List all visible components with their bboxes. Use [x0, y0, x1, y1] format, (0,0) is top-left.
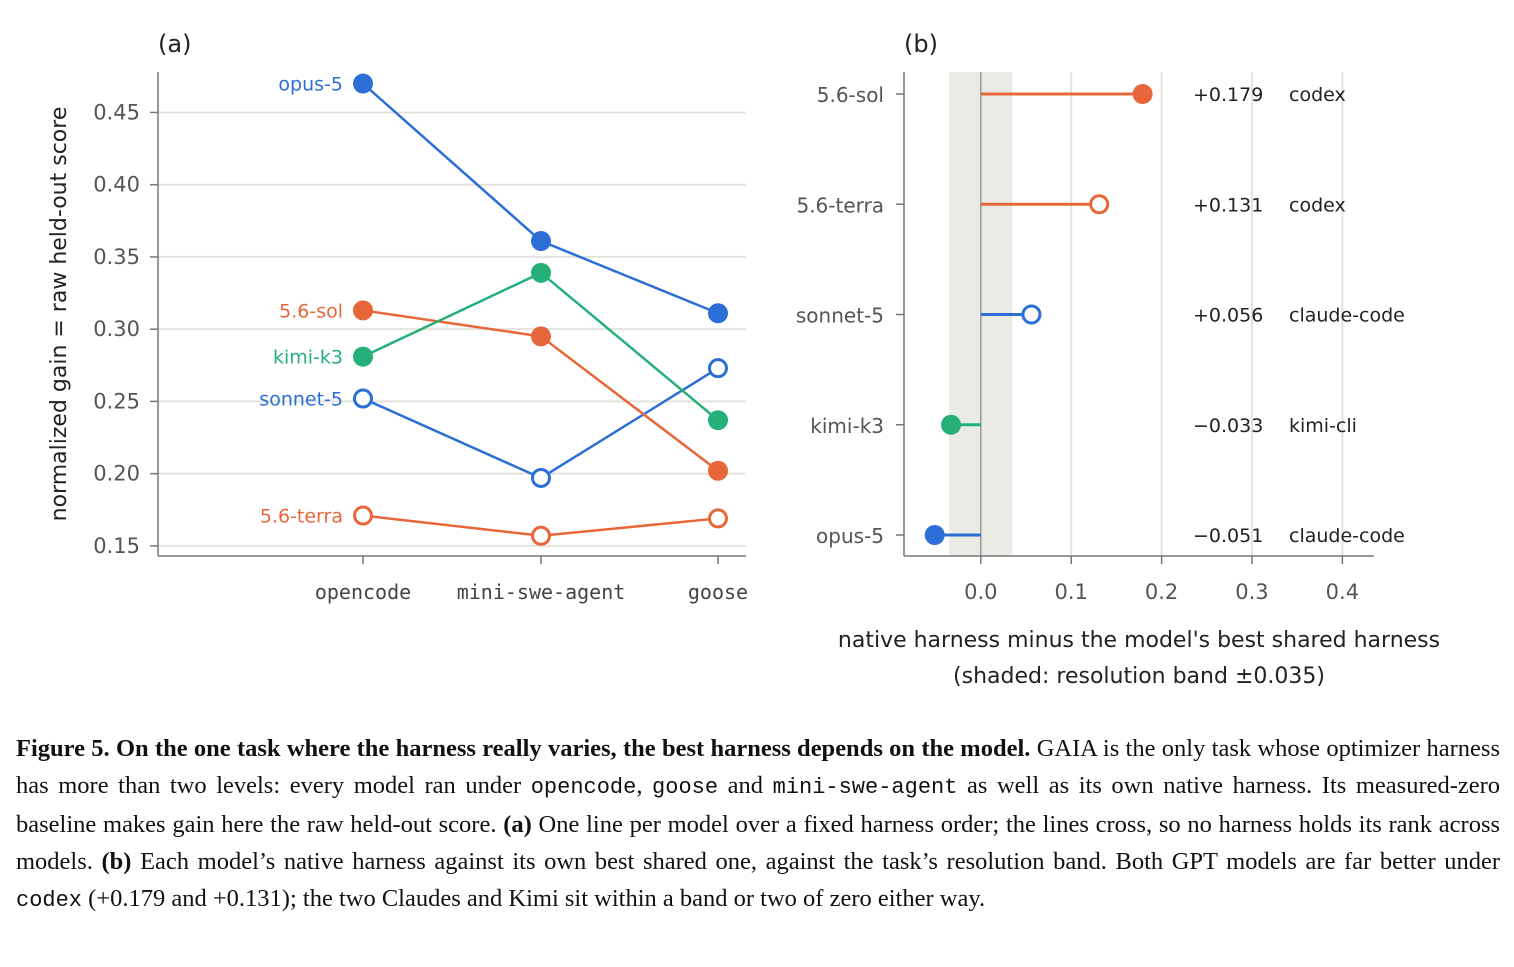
row-label-sonnet-5: sonnet-5: [796, 304, 884, 328]
y-tick-label-a-6: 0.45: [93, 100, 140, 124]
harness-label-sonnet-5: claude-code: [1289, 305, 1405, 327]
point-kimi-k3-goose: [708, 410, 728, 431]
lollipop-point-sonnet-5: [1021, 304, 1042, 325]
panel-b-rows: 5.6-sol +0.179 codex 5.6-terra +0.131 codex so…: [796, 83, 1405, 548]
point-opus-5-goose: [708, 303, 728, 324]
point-sonnet-5-opencode: [353, 388, 373, 409]
point-5.6-terra-mini-swe-agent: [531, 525, 551, 546]
caption-b-label: (b): [101, 848, 132, 875]
series-label-sonnet-5: sonnet-5: [259, 389, 343, 411]
lollipop-point-opus-5: [924, 525, 945, 545]
x-tick-label-b-0: 0.0: [964, 580, 997, 604]
x-tick-label-b-3: 0.3: [1235, 580, 1268, 604]
figure-caption: Figure 5. On the one task where the harn…: [16, 730, 1500, 919]
x-tick-label-b-1: 0.1: [1055, 580, 1088, 604]
panel-b-label: (b): [904, 30, 938, 58]
panel-a: (a) 0.15 0.20 0.25 0.30 0.35 0.40 0.45 opencod…: [47, 30, 748, 604]
caption-text-5: One line per model over a fixed harness …: [16, 811, 1501, 875]
point-5.6-sol-goose: [708, 460, 728, 481]
harness-label-kimi-k3: kimi-cli: [1289, 415, 1357, 437]
x-tick-label-b-4: 0.4: [1326, 580, 1359, 604]
panel-a-y-axis-title: normalized gain = raw held-out score: [47, 107, 72, 522]
panel-b: (b) 0.0 0.1 0.2 0.3 0.4 5.6-sol +0.179 codex5.…: [796, 30, 1440, 689]
lollipop-point-kimi-k3: [941, 414, 961, 435]
x-tick-label-mini-swe-agent: mini-swe-agent: [457, 580, 626, 604]
y-tick-label-a-5: 0.40: [93, 173, 140, 197]
caption-code-goose: goose: [652, 775, 719, 800]
caption-text-2: ,: [636, 772, 643, 799]
point-5.6-terra-opencode: [353, 505, 373, 526]
caption-figure-label: Figure 5.: [16, 735, 110, 762]
point-kimi-k3-mini-swe-agent: [531, 262, 551, 283]
point-opus-5-mini-swe-agent: [531, 231, 551, 252]
x-tick-label-opencode: opencode: [315, 580, 411, 604]
point-sonnet-5-goose: [708, 358, 728, 379]
caption-text-1: GAIA is the only task whose optimizer ha…: [16, 735, 1500, 799]
row-label-kimi-k3: kimi-k3: [810, 414, 884, 438]
harness-label-5.6-terra: codex: [1289, 194, 1346, 216]
series-label-5.6-sol: 5.6-sol: [279, 300, 343, 322]
value-label-kimi-k3: −0.033: [1193, 415, 1263, 437]
caption-text-4: as well as its own native harness. Its m…: [16, 772, 1501, 838]
panel-a-gridlines: [158, 111, 746, 547]
point-opus-5-opencode: [353, 73, 373, 94]
panel-b-x-ticks: 0.0 0.1 0.2 0.3 0.4: [964, 556, 1359, 604]
series-label-kimi-k3: kimi-k3: [273, 347, 343, 369]
x-tick-label-goose: goose: [688, 580, 748, 604]
series-label-opus-5: opus-5: [278, 74, 343, 96]
panel-b-gridlines: [1070, 72, 1344, 556]
caption-code-codex: codex: [16, 888, 83, 913]
row-label-5.6-sol: 5.6-sol: [817, 83, 884, 107]
caption-code-mini-swe-agent: mini-swe-agent: [772, 775, 958, 800]
value-label-5.6-terra: +0.131: [1193, 194, 1263, 216]
panel-b-x-axis-title-line1: native harness minus the model's best sh…: [838, 628, 1440, 653]
lollipop-point-5.6-sol: [1132, 84, 1153, 104]
value-label-opus-5: −0.051: [1193, 525, 1263, 547]
series-line-kimi-k3: [362, 271, 719, 422]
point-5.6-sol-opencode: [353, 300, 373, 321]
point-5.6-sol-mini-swe-agent: [531, 326, 551, 347]
x-tick-label-b-2: 0.2: [1145, 580, 1178, 604]
lollipop-point-5.6-terra: [1089, 194, 1110, 215]
caption-text-6: Each model’s native harness against its …: [140, 848, 1501, 875]
point-sonnet-5-mini-swe-agent: [531, 467, 551, 488]
y-tick-label-a-4: 0.35: [93, 245, 140, 269]
caption-a-label: (a): [503, 811, 532, 838]
caption-text-3: and: [727, 772, 764, 799]
point-5.6-terra-goose: [708, 508, 728, 529]
panel-a-x-ticks: opencode mini-swe-agent goose: [315, 556, 748, 604]
y-tick-label-a-2: 0.25: [93, 389, 140, 413]
row-label-opus-5: opus-5: [816, 524, 884, 548]
y-tick-label-a-1: 0.20: [93, 462, 140, 486]
caption-text-7: (+0.179 and +0.131); the two Claudes and…: [88, 885, 986, 912]
value-label-5.6-sol: +0.179: [1193, 84, 1263, 106]
y-tick-label-a-0: 0.15: [93, 534, 140, 558]
series-label-5.6-terra: 5.6-terra: [260, 506, 343, 528]
y-tick-label-a-3: 0.30: [93, 317, 140, 341]
row-label-5.6-terra: 5.6-terra: [796, 193, 884, 217]
harness-label-opus-5: claude-code: [1289, 525, 1405, 547]
panel-b-x-axis-title-line2: (shaded: resolution band ±0.035): [953, 664, 1325, 689]
panel-a-label: (a): [158, 30, 191, 58]
panel-a-y-ticks: 0.15 0.20 0.25 0.30 0.35 0.40 0.45: [93, 100, 158, 558]
series-line-sonnet-5: [362, 367, 719, 480]
panel-a-series: opus-5 sonnet-5 5.6-sol 5.6-terra kimi-k3: [259, 73, 728, 546]
point-kimi-k3-opencode: [353, 346, 373, 367]
figure-canvas: (a) 0.15 0.20 0.25 0.30 0.35 0.40 0.45 opencod…: [47, 30, 1440, 689]
caption-code-opencode: opencode: [530, 775, 637, 800]
caption-title: On the one task where the harness really…: [115, 735, 1031, 762]
harness-label-5.6-sol: codex: [1289, 84, 1346, 106]
value-label-sonnet-5: +0.056: [1193, 305, 1263, 327]
